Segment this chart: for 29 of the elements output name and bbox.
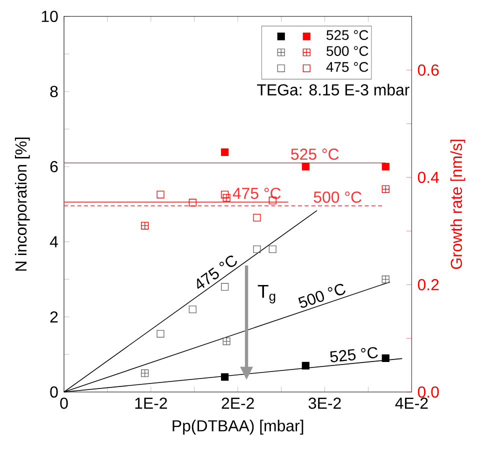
- x-tick-label: 2E-2: [222, 398, 254, 409]
- x-tick-label: 0: [60, 398, 68, 409]
- y-tick-label: 4: [50, 236, 58, 248]
- legend-label: 500 °C: [326, 46, 368, 56]
- text: 525 °C: [330, 347, 378, 362]
- x-tick-label: 4E-2: [395, 398, 428, 409]
- annotation: TEGa: 8.15 E-3 mbar: [257, 84, 410, 96]
- y2-tick-label: 0.0: [418, 386, 439, 398]
- y2-tick-label: 0.6: [418, 64, 439, 76]
- y-tick-label: 2: [50, 311, 58, 322]
- y2-tick-label: 0.2: [418, 279, 439, 290]
- annotation: T$_{g}$: [258, 285, 276, 304]
- legend-label: 525 °C: [326, 30, 368, 40]
- series-label: 475 °C: [232, 188, 281, 199]
- series-label: 500 °C: [314, 191, 362, 203]
- text: 475 °C: [197, 256, 237, 289]
- x-tick-label: 3E-2: [308, 398, 341, 409]
- y-tick-label: 6: [50, 161, 58, 172]
- series-label: 525 °C: [291, 148, 339, 160]
- text: 500 °C: [298, 284, 346, 308]
- x-axis-title: Pp(DTBAA) [mbar]: [172, 420, 304, 435]
- x-tick-label: 1E-2: [135, 398, 167, 409]
- y-tick-label: 8: [50, 86, 58, 98]
- y2-tick-label: 0.4: [418, 172, 439, 184]
- legend-label: 475 °C: [326, 62, 368, 72]
- y2-axis-title: Growth rate [nm/s]: [450, 140, 466, 269]
- y-axis-title: N incorporation [%]: [14, 138, 30, 271]
- y-tick-label: 10: [42, 10, 58, 22]
- y-tick-label: 0: [50, 386, 58, 398]
